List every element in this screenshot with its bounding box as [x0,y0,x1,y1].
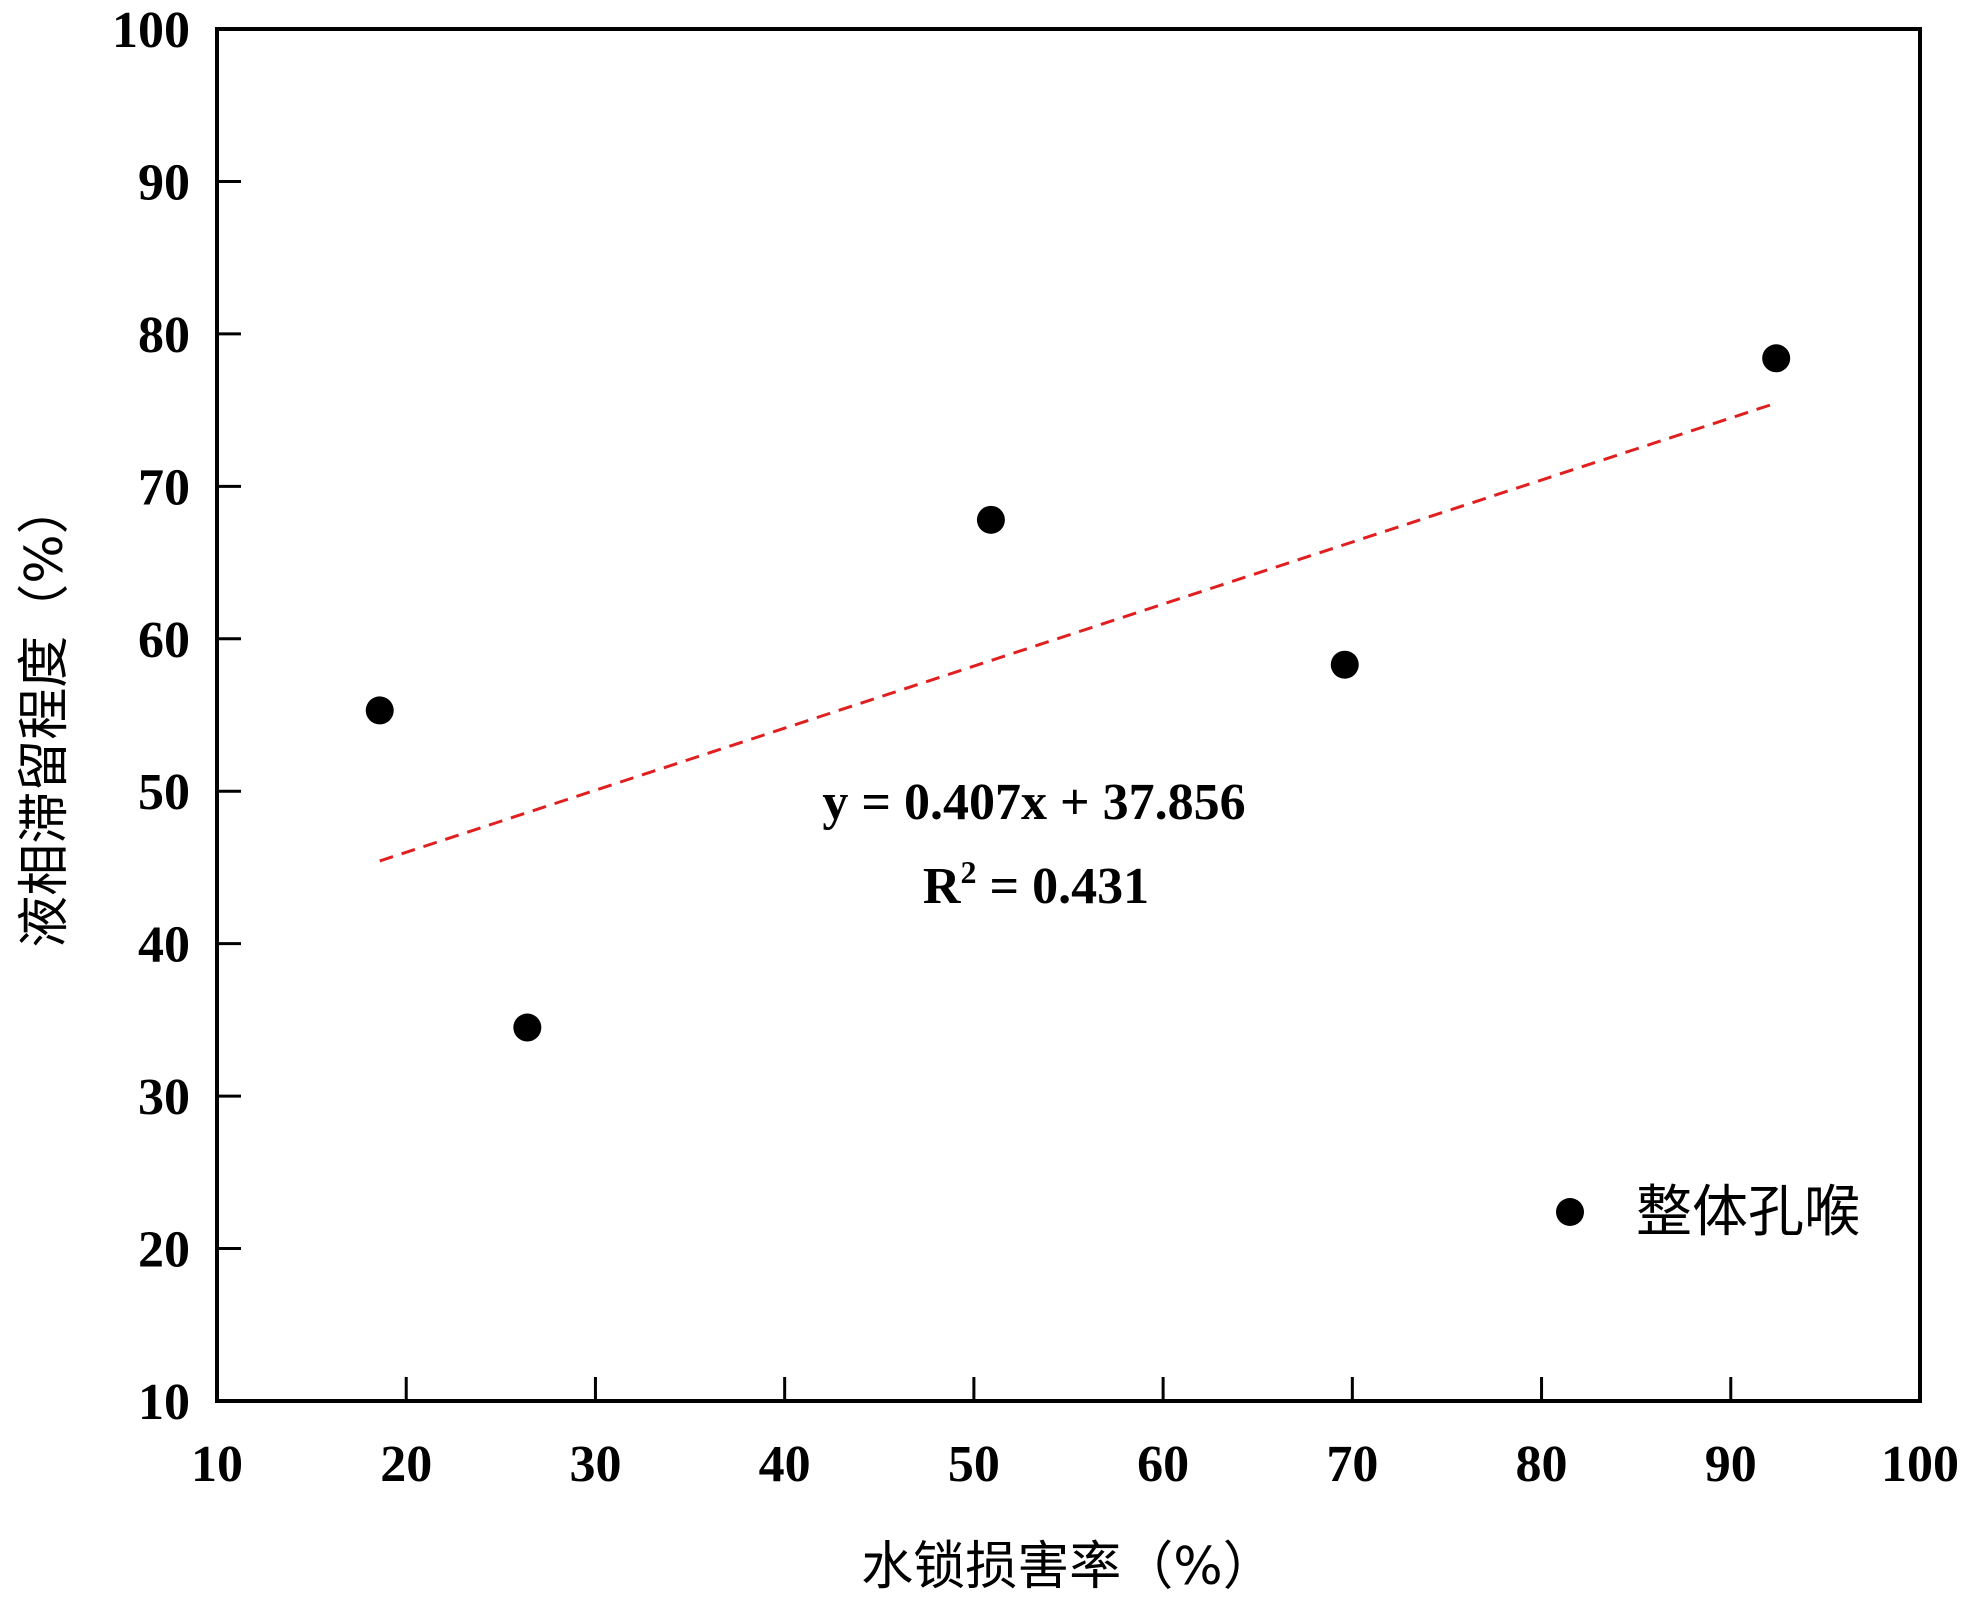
y-axis-title: 液相滞留程度（%） [15,482,75,947]
trend-equation: y = 0.407x + 37.856 [822,774,1245,831]
data-points [365,344,1791,1042]
y-tick-label: 60 [138,612,190,669]
x-axis-title: 水锁损害率（%） [861,1537,1274,1597]
r-squared-label: R2 = 0.431 [923,854,1149,915]
x-tick-label: 80 [1516,1436,1568,1493]
y-tick-label: 100 [112,2,190,59]
r-squared-superscript: 2 [960,854,976,890]
data-point [513,1013,542,1042]
y-tick-label: 70 [138,459,190,516]
legend-marker [1556,1198,1584,1226]
x-tick-label: 90 [1705,1436,1757,1493]
y-tick-label: 90 [138,154,190,211]
x-tick-label: 40 [759,1436,811,1493]
axis-ticks [215,27,1922,1403]
plot-area-frame [215,27,1922,1403]
y-tick-label: 80 [138,307,190,364]
y-tick-label: 10 [138,1374,190,1431]
legend-label: 整体孔喉 [1636,1180,1860,1245]
x-tick-label: 70 [1326,1436,1378,1493]
data-point [365,696,394,725]
y-tick-label: 30 [138,1069,190,1126]
trendline-group [379,401,1777,863]
y-tick-label: 50 [138,764,190,821]
x-tick-label: 20 [380,1436,432,1493]
data-point [1762,344,1791,373]
data-point [1330,650,1359,679]
x-tick-label: 50 [948,1436,1000,1493]
x-tick-label: 10 [191,1436,243,1493]
x-tick-label: 100 [1881,1436,1959,1493]
x-tick-label: 30 [569,1436,621,1493]
data-point [976,505,1005,534]
axis-tick-labels: 10 20 30 40 50 60 70 80 90 100 10 20 30 40 50 60 70 80 90 1… [112,2,1959,1493]
y-tick-label: 20 [138,1222,190,1279]
y-tick-label: 40 [138,917,190,974]
x-tick-label: 60 [1137,1436,1189,1493]
legend: 整体孔喉 [1556,1180,1860,1245]
trendline [379,401,1777,863]
